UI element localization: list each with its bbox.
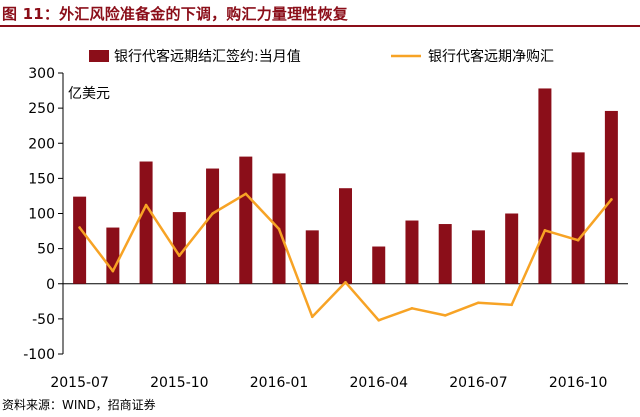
line-point [510,303,513,307]
line-point [576,238,580,242]
y-tick-label: -50 [32,312,55,328]
bar [339,188,352,284]
title-rule [0,25,640,27]
legend-bar-label: 银行代客远期结汇签约:当月值 [114,48,301,65]
line-point [144,203,148,207]
source-note: 资料来源：WIND，招商证券 [2,398,156,412]
line-point [344,281,347,284]
y-tick-label: 200 [28,136,55,152]
line-point [78,226,81,229]
line-point [377,318,381,322]
bar [571,152,585,284]
line-point [211,212,214,215]
bar [172,212,186,284]
bar [206,168,220,284]
x-tick-label: 2016-01 [250,375,309,391]
legend-line-label: 银行代客远期净购汇 [428,48,554,65]
bar [305,230,319,284]
line-point [477,301,480,305]
bar [471,230,485,284]
bar [106,227,120,284]
title-bar: 图 11：外汇风险准备金的下调，购汇力量理性恢复 [0,0,640,27]
bar [139,161,153,284]
unit-label: 亿美元 [68,86,110,102]
bar [239,156,253,284]
x-tick-label: 2016-07 [449,375,508,391]
y-tick-label: 150 [28,171,55,187]
line-point [277,227,281,231]
bar [604,110,618,284]
line-point [244,192,248,196]
page-title: 图 11：外汇风险准备金的下调，购汇力量理性恢复 [2,5,348,23]
y-tick-label: 100 [28,207,55,223]
bar [538,88,552,284]
y-tick-label: 50 [37,242,55,258]
line-point [111,269,115,273]
x-tick-label: 2016-04 [349,375,408,391]
bar [505,213,519,284]
y-tick-label: 300 [28,66,55,82]
bar [73,196,87,284]
y-tick-label: 0 [46,277,55,293]
legend-bar-swatch [89,50,109,62]
bar [405,220,419,284]
line-point [610,198,613,201]
x-tick-label: 2015-07 [50,375,109,391]
y-tick-label: 250 [28,101,55,117]
line-point [178,254,181,257]
line-point [543,229,547,232]
line-point [310,315,314,319]
bar [372,246,386,284]
y-tick-label: -100 [23,347,55,363]
line-point [410,307,414,310]
bar [438,224,452,284]
x-tick-label: 2016-10 [549,375,608,391]
x-tick-label: 2015-10 [150,375,209,391]
line-point [443,314,447,317]
